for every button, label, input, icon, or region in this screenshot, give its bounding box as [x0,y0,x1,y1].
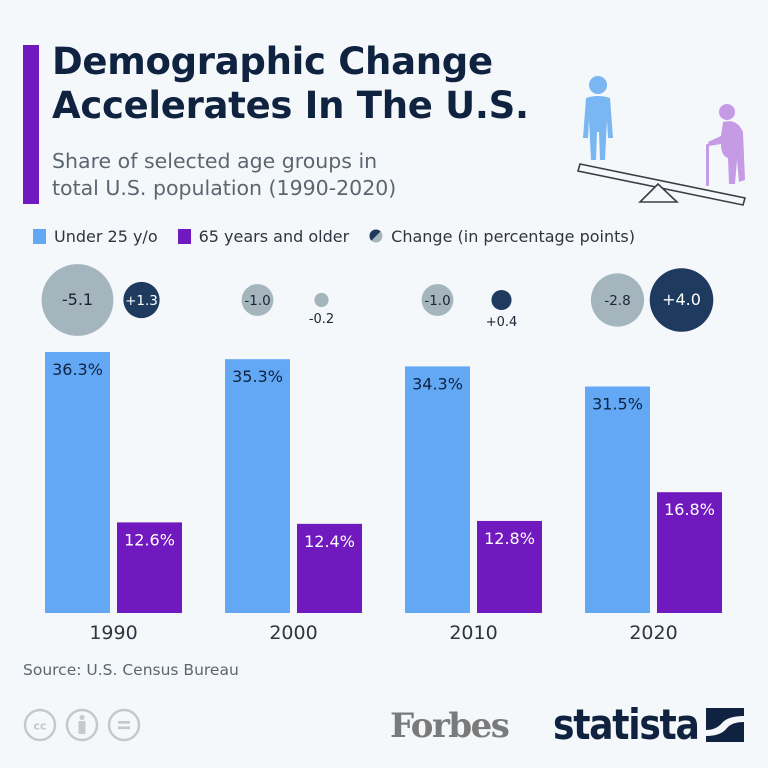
change-bubble-under25 [241,284,274,316]
half-circle-icon [369,229,383,243]
change-value-label: -1.0 [244,293,270,309]
legend-swatch-purple [177,228,191,244]
change-value-label: +0.4 [486,315,518,330]
change-bubble-under25 [41,264,114,336]
change-bubble-over65 [123,281,160,319]
bar-value-label: 35.3% [232,367,283,386]
bar-over65 [297,523,362,613]
chart-legend: Under 25 y/o 65 years and older Change (… [33,224,655,248]
chart-subtitle: Share of selected age groups in total U.… [52,148,396,202]
seesaw-icon [576,163,747,206]
legend-item-over65: 65 years and older [177,226,350,246]
bar-value-label: 34.3% [412,374,463,393]
change-bubble-over65 [649,268,714,332]
legend-label: Under 25 y/o [54,226,158,246]
bar-value-label: 36.3% [52,360,103,379]
bar-value-label: 16.8% [664,500,715,519]
legend-item-under25: Under 25 y/o [33,227,158,246]
subtitle-line-2: total U.S. population (1990-2020) [52,176,397,200]
bar-under25 [405,366,470,613]
bar-under25 [45,352,110,613]
bar-chart: 36.3% 12.6% 1990 -5.1 +1.3 35.3% 12.4% 2000 -1.0… [41,264,722,644]
bar-under25 [585,386,650,613]
bar-over65 [477,520,542,613]
bar-value-label: 31.5% [592,395,643,414]
statista-logo-icon [706,708,744,742]
legend-label: Change (in percentage points) [391,226,635,246]
legend-label: 65 years and older [198,226,350,246]
x-tick-label: 1990 [89,622,137,644]
bar-value-label: 12.8% [484,529,535,548]
bar-over65 [657,492,722,613]
x-tick-label: 2020 [629,622,677,644]
no-derivatives-icon[interactable] [107,708,141,742]
title-accent-bar [23,45,39,204]
x-tick-label: 2000 [269,622,317,644]
change-value-label: -1.0 [424,293,450,309]
change-value-label: -0.2 [309,312,334,327]
change-bubble-over65 [491,289,512,311]
chart-title: Demographic Change Accelerates In The U.… [52,40,529,128]
subtitle-line-1: Share of selected age groups in [52,149,378,173]
young-person-icon [583,76,613,160]
attribution-icon[interactable] [65,708,99,742]
change-value-label: -2.8 [604,293,630,309]
legend-swatch-blue [33,228,46,244]
seesaw-illustration [576,76,747,206]
x-tick-label: 2010 [449,622,497,644]
forbes-logo: Forbes [390,706,510,746]
source-note: Source: U.S. Census Bureau [23,661,239,679]
svg-text:cc: cc [33,720,46,733]
legend-item-change: Change (in percentage points) [369,227,635,246]
bar-value-label: 12.4% [304,532,355,551]
elderly-person-icon [706,104,745,186]
bar-value-label: 12.6% [124,530,175,549]
title-line-2: Accelerates In The U.S. [52,84,529,127]
change-value-label: +4.0 [662,290,701,309]
change-value-label: -5.1 [62,290,93,309]
bar-over65 [117,522,182,613]
statista-logo: statista [553,700,700,749]
change-value-label: +1.3 [125,293,158,309]
change-bubble-over65 [314,292,329,308]
license-icons: cc [23,708,149,742]
title-line-1: Demographic Change [52,40,493,83]
cc-icon[interactable]: cc [23,708,57,742]
change-bubble-under25 [590,273,645,327]
change-bubble-under25 [421,284,454,316]
bar-under25 [225,359,290,613]
